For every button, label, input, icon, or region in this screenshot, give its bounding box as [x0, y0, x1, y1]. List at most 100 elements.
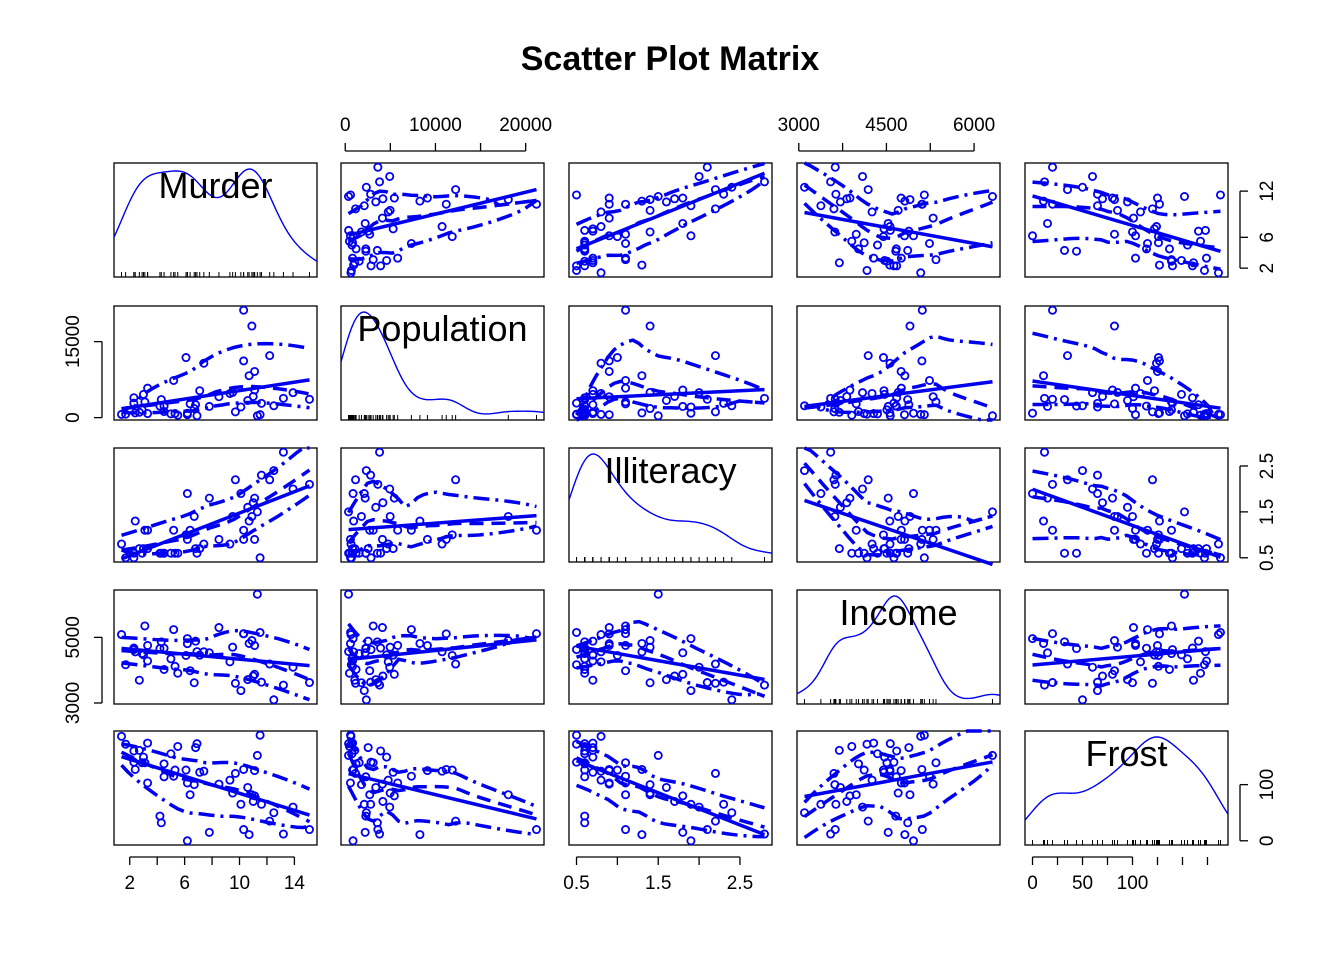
- data-point: [637, 408, 647, 418]
- data-point: [847, 410, 857, 420]
- data-point: [371, 502, 381, 512]
- data-point: [1098, 498, 1108, 508]
- data-point: [1110, 321, 1120, 331]
- data-point: [185, 790, 195, 800]
- density-curve: [1024, 736, 1229, 821]
- data-point: [1039, 371, 1049, 381]
- panel-illiteracy-vs-income: [796, 446, 1001, 567]
- panel-population-vs-illiteracy: [568, 305, 773, 422]
- data-point: [710, 678, 720, 688]
- data-point: [385, 642, 395, 652]
- data-point: [645, 205, 655, 215]
- data-point: [931, 255, 941, 265]
- data-point: [891, 548, 901, 558]
- density-curve: [113, 168, 318, 262]
- data-point: [252, 507, 262, 517]
- data-point: [239, 356, 249, 366]
- panel-frame: [113, 305, 318, 421]
- data-point: [588, 224, 598, 234]
- panel-frame: [568, 162, 773, 278]
- data-point: [1179, 589, 1189, 599]
- spread-lower-line: [347, 524, 537, 558]
- data-point: [661, 197, 671, 207]
- panel-frame: [796, 162, 1001, 278]
- data-point: [346, 265, 356, 275]
- data-point: [383, 207, 393, 217]
- data-point: [858, 388, 868, 398]
- data-point: [1136, 539, 1146, 549]
- data-point: [925, 238, 935, 248]
- data-point: [1043, 218, 1053, 228]
- data-point: [710, 407, 720, 417]
- data-point: [451, 659, 461, 669]
- panel-murder-vs-murder: Murder: [113, 162, 318, 278]
- data-point: [204, 493, 214, 503]
- data-point: [904, 743, 914, 753]
- data-point: [831, 189, 841, 199]
- data-point: [816, 489, 826, 499]
- smooth-line: [347, 635, 537, 666]
- data-point: [1164, 548, 1174, 558]
- data-point: [1131, 640, 1141, 650]
- panel-frame: [113, 730, 318, 846]
- data-point: [236, 489, 246, 499]
- spread-lower-line: [121, 661, 311, 702]
- data-point: [351, 475, 361, 485]
- data-point: [378, 796, 388, 806]
- data-point: [1176, 389, 1186, 399]
- data-point: [244, 830, 254, 840]
- panel-frame: [1024, 305, 1229, 421]
- data-point: [361, 644, 371, 654]
- data-point: [385, 511, 395, 521]
- panel-income-vs-income: Income: [796, 589, 1001, 705]
- regression-line: [348, 513, 537, 532]
- data-point: [596, 630, 606, 640]
- data-point: [862, 265, 872, 275]
- data-point: [385, 171, 395, 181]
- data-point: [800, 466, 810, 476]
- panel-frame: [568, 305, 773, 421]
- regression-line: [120, 484, 311, 561]
- data-point: [604, 641, 614, 651]
- data-point: [366, 470, 376, 480]
- data-point: [903, 395, 913, 405]
- data-point: [375, 829, 385, 839]
- data-point: [759, 680, 769, 690]
- data-point: [130, 764, 140, 774]
- data-point: [928, 213, 938, 223]
- data-point: [710, 816, 720, 826]
- data-point: [247, 511, 257, 521]
- data-point: [891, 246, 901, 256]
- data-point: [278, 393, 288, 403]
- panel-murder-vs-frost: [1024, 162, 1229, 278]
- data-point: [117, 731, 127, 741]
- data-point: [344, 507, 354, 517]
- data-point: [143, 640, 153, 650]
- data-point: [893, 511, 903, 521]
- spread-lower-line: [1032, 401, 1222, 421]
- data-point: [373, 162, 383, 172]
- data-point: [621, 383, 631, 393]
- data-point: [694, 171, 704, 181]
- data-point: [304, 394, 314, 404]
- data-point: [885, 516, 895, 526]
- panel-frame: [340, 589, 545, 705]
- data-point: [385, 205, 395, 215]
- data-point: [851, 525, 861, 535]
- data-point: [117, 539, 127, 549]
- data-point: [1143, 238, 1153, 248]
- data-point: [588, 738, 598, 748]
- tick-label-murder: 10: [229, 873, 250, 894]
- data-point: [173, 410, 183, 420]
- variable-name-illiteracy: Illiteracy: [604, 450, 736, 491]
- data-point: [588, 675, 598, 685]
- data-point: [265, 475, 275, 485]
- data-point: [1108, 493, 1118, 503]
- data-point: [1048, 629, 1058, 639]
- panel-population-vs-frost: [1024, 305, 1229, 421]
- data-point: [1028, 408, 1038, 418]
- regression-line: [804, 379, 993, 409]
- panel-population-vs-income: [796, 305, 1001, 422]
- data-point: [1142, 401, 1152, 411]
- panel-frame: [568, 730, 773, 846]
